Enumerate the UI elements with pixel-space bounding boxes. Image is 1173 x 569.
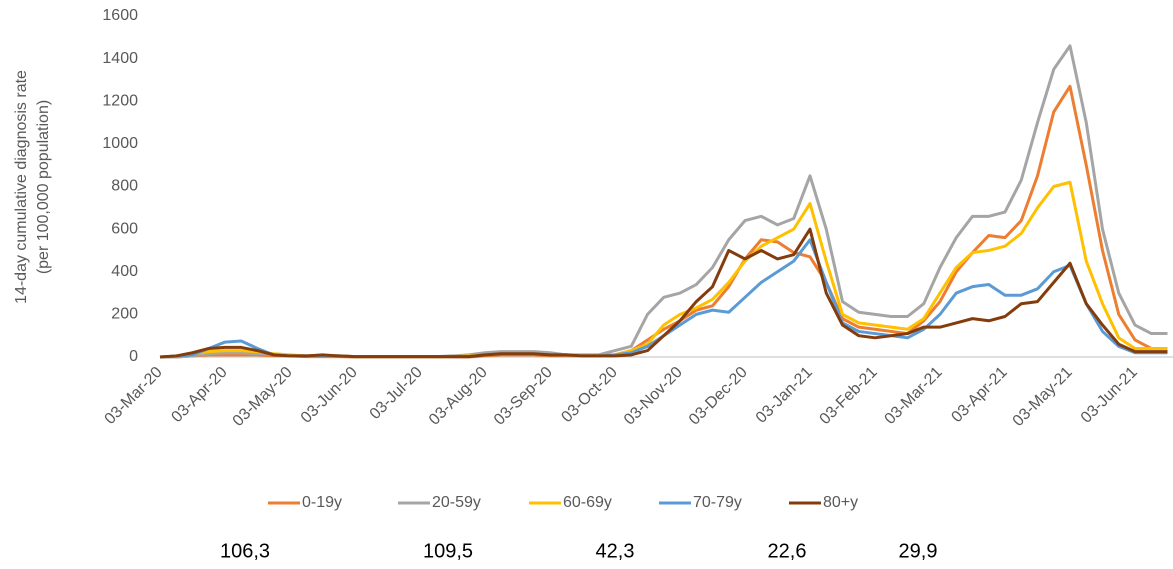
y-tick-label: 1400 — [102, 50, 138, 67]
x-tick-label: 03-Jun-20 — [298, 364, 361, 427]
x-tick-label: 03-Oct-20 — [558, 364, 620, 426]
x-tick-label: 03-Feb-21 — [817, 364, 881, 428]
legend-label: 20-59y — [432, 494, 481, 511]
legend-label: 80+y — [823, 494, 858, 511]
y-tick-label: 1200 — [102, 92, 138, 109]
y-tick-label: 800 — [111, 178, 138, 195]
legend-label: 70-79y — [693, 494, 742, 511]
x-tick-label: 03-May-21 — [1010, 364, 1076, 430]
annotation: 109,5 — [423, 540, 473, 562]
y-tick-label: 400 — [111, 263, 138, 280]
x-tick-label: 03-Jan-21 — [753, 364, 816, 427]
y-tick-label: 600 — [111, 220, 138, 237]
legend-label: 0-19y — [302, 494, 342, 511]
x-tick-label: 03-Nov-20 — [621, 364, 686, 429]
x-tick-label: 03-Apr-21 — [948, 364, 1010, 426]
y-tick-label: 1000 — [102, 135, 138, 152]
annotation: 42,3 — [596, 540, 635, 562]
y-tick-label: 1600 — [102, 7, 138, 24]
y-tick-label: 200 — [111, 306, 138, 323]
x-tick-label: 03-Aug-20 — [426, 364, 491, 429]
y-tick-label: 0 — [129, 348, 138, 365]
x-tick-label: 03-Jun-21 — [1078, 364, 1141, 427]
annotation: 22,6 — [768, 540, 807, 562]
y-axis-title-line: 14-day cumulative diagnosis rate — [13, 70, 30, 304]
x-tick-label: 03-Mar-20 — [102, 364, 166, 428]
x-tick-label: 03-Sep-20 — [491, 364, 556, 429]
x-tick-label: 03-Dec-20 — [686, 364, 751, 429]
y-axis-title-line: (per 100,000 population) — [35, 100, 52, 274]
x-tick-label: 03-Apr-20 — [168, 364, 230, 426]
legend-label: 60-69y — [563, 494, 612, 511]
x-tick-label: 03-May-20 — [230, 364, 296, 430]
y-axis-title: 14-day cumulative diagnosis rate (per 10… — [13, 70, 52, 304]
annotation: 29,9 — [899, 540, 938, 562]
series-line — [160, 44, 1168, 359]
series-line — [159, 227, 1168, 359]
annotation: 106,3 — [220, 540, 270, 562]
x-tick-label: 03-Jul-20 — [367, 364, 426, 423]
x-tick-label: 03-Mar-21 — [882, 364, 946, 428]
series-line — [160, 84, 1168, 359]
